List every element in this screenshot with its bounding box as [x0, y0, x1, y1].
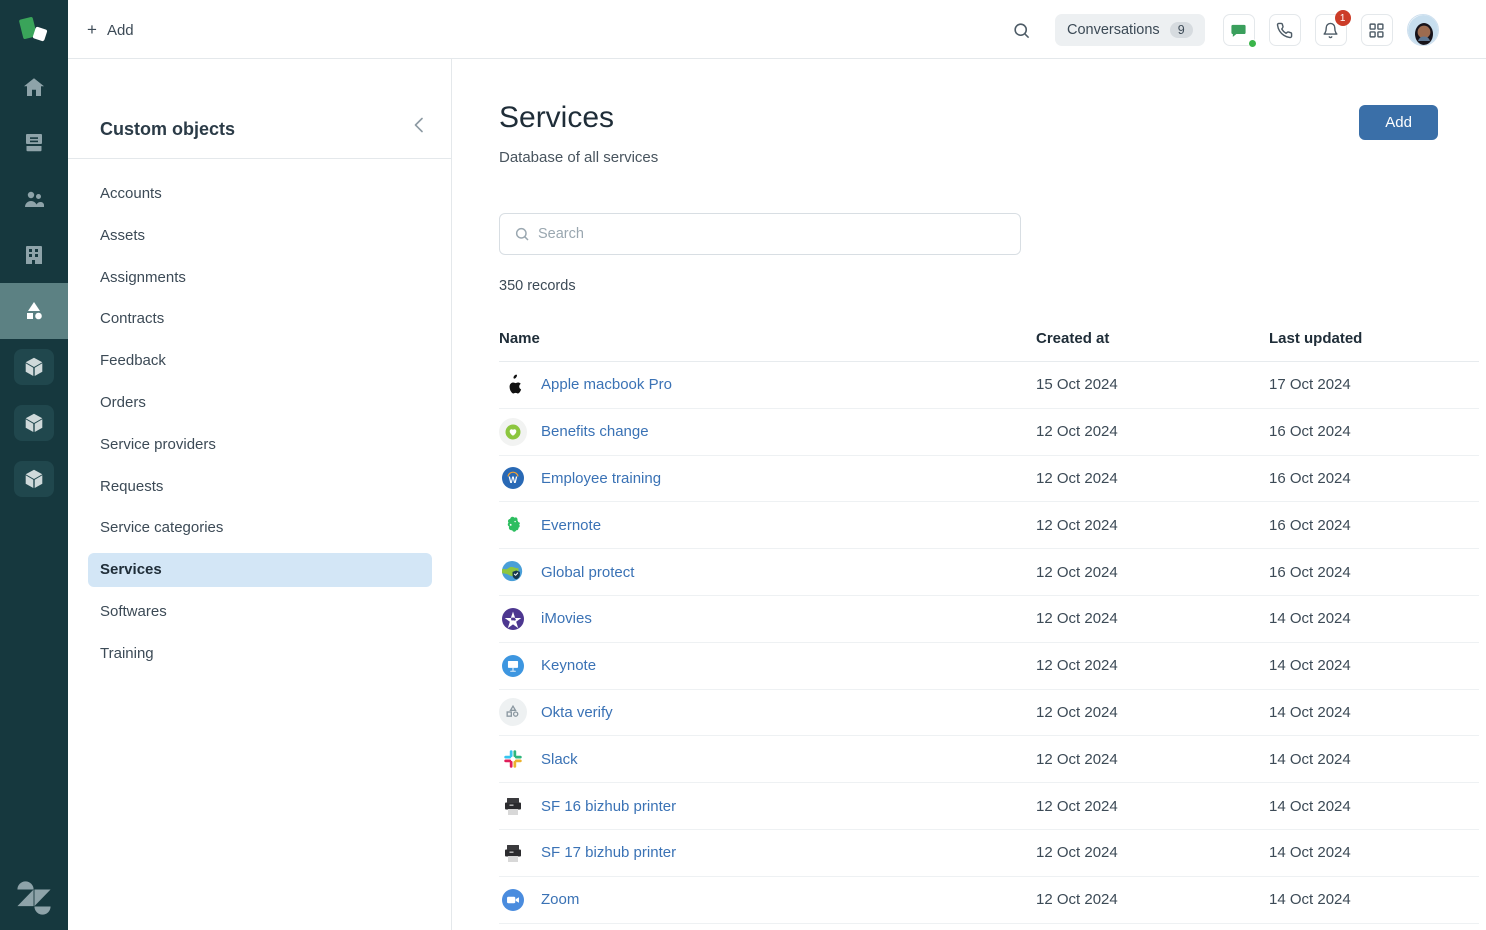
svg-text:W: W [509, 476, 518, 486]
